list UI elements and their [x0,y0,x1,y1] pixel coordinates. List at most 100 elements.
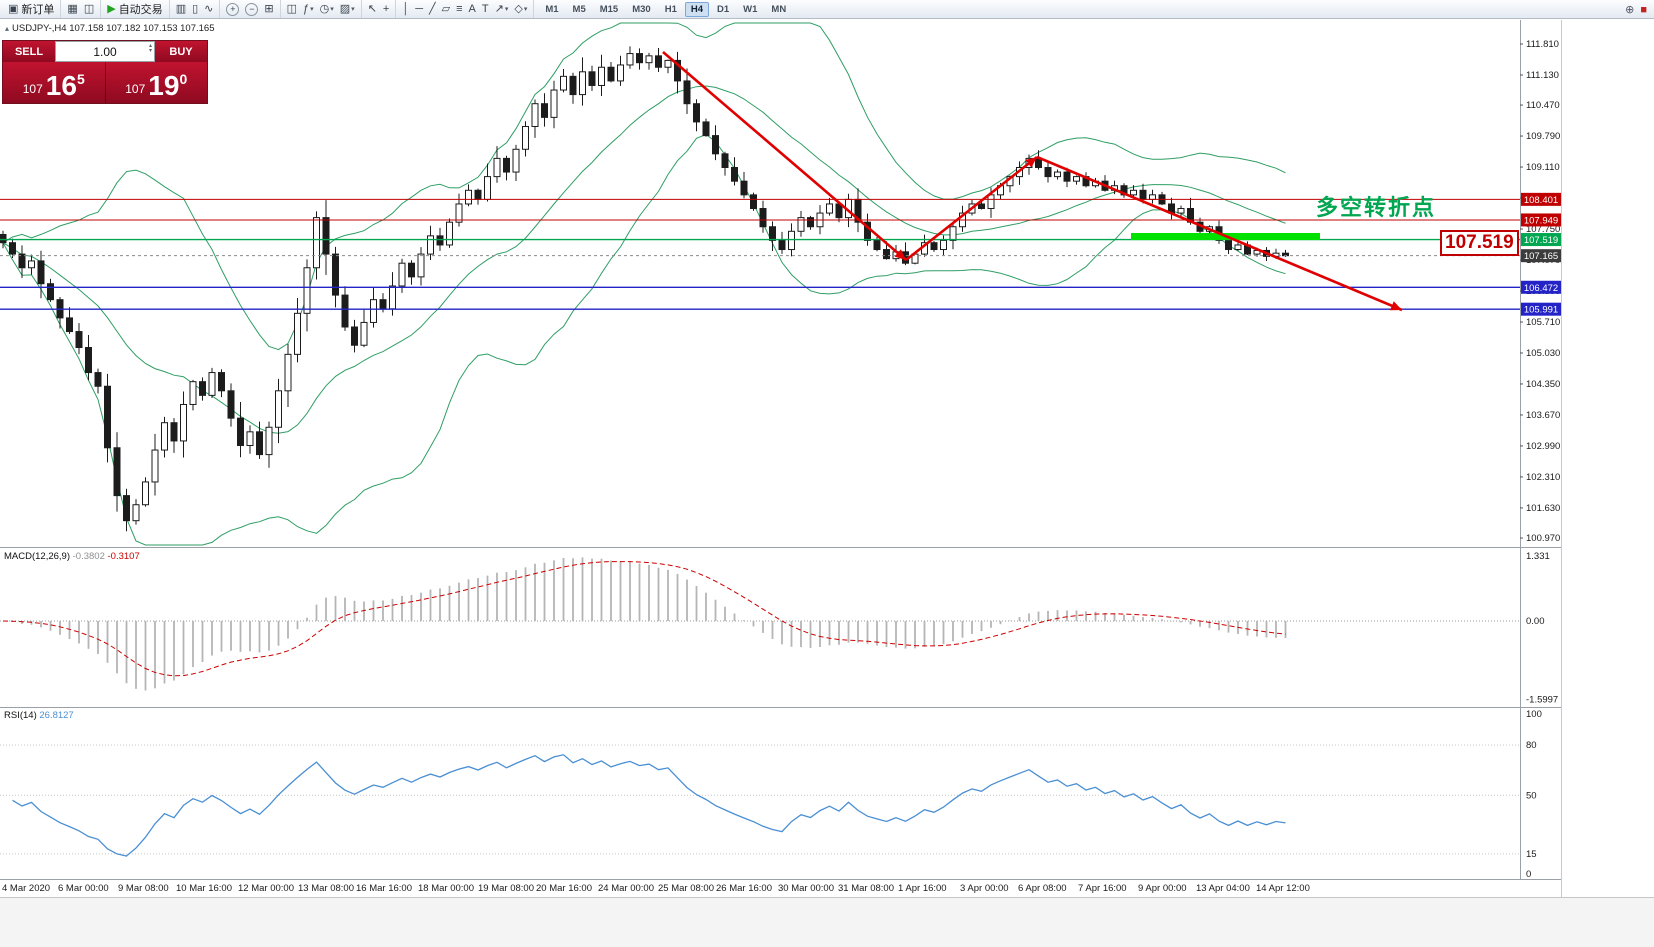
volume-input[interactable]: 1.00 ▴ ▾ [55,41,155,62]
macd-name: MACD(12,26,9) [4,551,70,562]
timeframe-m1[interactable]: M1 [545,3,559,15]
volume-stepper[interactable]: ▴ ▾ [148,43,152,54]
svg-text:100.970: 100.970 [1526,533,1560,544]
line-chart-icon: ∿ [204,2,214,15]
trade-panel-prices: 107 16 5 107 19 0 [3,62,207,103]
text-label-icon: T [481,2,489,15]
candlestick-chart-icon[interactable]: ▯ [189,1,201,18]
stepper-down-icon[interactable]: ▾ [148,48,152,54]
arrows-icon-caret[interactable]: ▾ [504,6,509,13]
svg-text:104.350: 104.350 [1526,379,1560,390]
trendline-icon[interactable]: ╱ [426,1,439,18]
periods-icon-caret[interactable]: ▾ [330,6,334,13]
templates-icon[interactable]: ▨ ▾ [337,1,358,18]
shapes-icon[interactable]: ◇ ▾ [511,1,530,18]
zoom-out-icon[interactable]: − [242,2,261,16]
arrange-windows-icon[interactable]: ◫ [284,1,300,18]
bar-chart-icon: ▥ [175,2,187,15]
toolbar-group: ▶ 自动交易 [101,0,170,18]
rsi-value: 26.8127 [39,710,74,721]
text-label-icon[interactable]: T [479,1,492,18]
bollinger-bands [2,22,1286,546]
rsi-panel: 100 80 50 15 0 [0,709,1542,880]
market-watch-icon[interactable]: ▦ [64,1,80,18]
new-order-button[interactable]: ▣ 新订单 [5,1,57,18]
svg-text:13 Apr 04:00: 13 Apr 04:00 [1196,883,1250,894]
svg-text:107.750: 107.750 [1526,224,1560,235]
arrows-icon[interactable]: ↗ ▾ [492,1,512,18]
svg-text:12 Mar 00:00: 12 Mar 00:00 [238,883,294,894]
zoom-in-icon[interactable]: + [223,2,242,16]
svg-text:107.949: 107.949 [1524,215,1558,226]
svg-text:25 Mar 08:00: 25 Mar 08:00 [658,883,714,894]
indicators-icon[interactable]: ƒ ▾ [300,1,317,18]
market-watch-icon: ▦ [67,2,78,15]
svg-text:10 Mar 16:00: 10 Mar 16:00 [176,883,232,894]
templates-icon-caret[interactable]: ▾ [351,6,355,13]
vertical-line-icon: │ [402,2,410,15]
vertical-line-icon[interactable]: │ [399,1,412,18]
svg-text:19 Mar 08:00: 19 Mar 08:00 [478,883,534,894]
svg-text:9 Apr 00:00: 9 Apr 00:00 [1138,883,1187,894]
periods-icon[interactable]: ◷ ▾ [317,1,337,18]
bar-chart-icon[interactable]: ▥ [173,1,189,18]
buy-price-sup: 0 [179,71,188,87]
svg-text:0: 0 [1526,869,1531,880]
timeframe-w1[interactable]: W1 [743,3,758,15]
line-chart-icon[interactable]: ∿ [201,1,216,18]
svg-text:14 Apr 12:00: 14 Apr 12:00 [1256,883,1310,894]
price-axis: 111.810 111.130 110.470 109.790 109.110 108.4… [1520,39,1561,544]
rsi-name: RSI(14) [4,710,37,721]
volume-value: 1.00 [93,44,117,59]
svg-text:1 Apr 16:00: 1 Apr 16:00 [898,883,947,894]
buy-price-prefix: 107 [125,82,146,96]
navigator-icon[interactable]: ◫ [81,1,97,18]
shapes-icon: ◇ [514,2,523,15]
price-callout[interactable]: 107.519 [1440,230,1519,256]
svg-text:13 Mar 08:00: 13 Mar 08:00 [298,883,354,894]
crosshair-icon[interactable]: + [380,1,392,18]
timeframe-mn[interactable]: MN [771,3,787,15]
sell-price-big: 16 [45,70,77,101]
indicators-icon-caret[interactable]: ▾ [310,6,314,13]
grid-icon[interactable]: ⊞ [261,1,276,18]
zoom-in-icon: + [226,2,240,16]
timeframe-m30[interactable]: M30 [632,3,651,15]
shapes-icon-caret[interactable]: ▾ [523,6,528,13]
timeframe-h1[interactable]: H1 [664,3,677,15]
trend-arrows[interactable] [662,51,1403,312]
search-icon[interactable]: ⊕ [1625,4,1635,16]
fibonacci-icon[interactable]: ≡ [453,1,465,18]
macd-panel: 1.331 0.00 -1.5997 [0,551,1558,705]
horizontal-line-icon[interactable]: ─ [412,1,426,18]
toolbar-group: ◫ ƒ ▾ ◷ ▾ ▨ ▾ [281,0,362,18]
svg-text:100: 100 [1526,709,1542,720]
sell-button[interactable]: SELL [3,41,55,62]
cursor-icon: ↖ [367,2,377,15]
stepper-up-icon[interactable]: ▴ [148,43,152,49]
svg-text:0.00: 0.00 [1526,616,1545,627]
timeframe-m5[interactable]: M5 [572,3,586,15]
cursor-icon[interactable]: ↖ [365,1,380,18]
new-order-button: ▣ [8,2,19,15]
autotrading-button[interactable]: ▶ 自动交易 [104,1,165,18]
svg-text:7 Apr 16:00: 7 Apr 16:00 [1078,883,1127,894]
buy-price-button[interactable]: 107 19 0 [106,62,208,103]
toolbar-group: ▦ ◫ [61,0,102,18]
alert-icon[interactable]: ■ [1640,3,1647,16]
svg-text:102.310: 102.310 [1526,472,1560,483]
svg-text:105.030: 105.030 [1526,348,1560,359]
timeframe-d1[interactable]: D1 [717,3,730,15]
timeframe-h4[interactable]: H4 [684,1,710,17]
svg-text:4 Mar 2020: 4 Mar 2020 [2,883,50,894]
text-icon[interactable]: A [466,1,479,18]
zoom-out-icon: − [245,2,259,16]
buy-button[interactable]: BUY [155,41,207,62]
channel-icon[interactable]: ▱ [439,1,453,18]
toolbar-group: ▣ 新订单 [2,0,62,18]
toolbar-group: + − ⊞ [220,0,281,18]
sell-price-button[interactable]: 107 16 5 [3,62,106,103]
timeframe-m15[interactable]: M15 [599,3,619,15]
svg-text:111.130: 111.130 [1526,70,1559,81]
